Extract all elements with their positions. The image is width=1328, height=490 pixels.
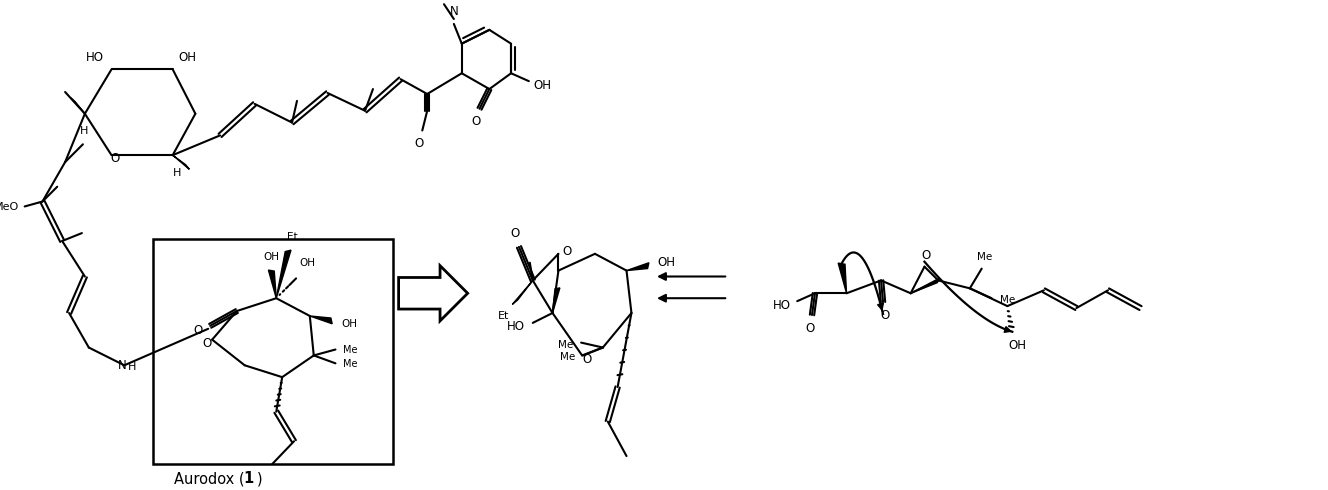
Polygon shape: [268, 270, 276, 298]
Text: Et: Et: [498, 311, 509, 321]
Polygon shape: [70, 98, 85, 114]
Text: HO: HO: [773, 298, 790, 312]
Text: MeO: MeO: [0, 202, 20, 213]
Text: O: O: [583, 353, 592, 366]
Text: O: O: [880, 310, 890, 322]
Polygon shape: [838, 263, 846, 294]
Text: O: O: [471, 115, 481, 128]
Text: HO: HO: [507, 320, 525, 333]
Polygon shape: [398, 266, 467, 321]
Text: O: O: [110, 151, 120, 165]
Text: Me: Me: [1000, 295, 1015, 305]
Text: O: O: [922, 249, 931, 262]
Text: OH: OH: [534, 78, 551, 92]
Text: H: H: [127, 362, 137, 372]
Polygon shape: [173, 155, 190, 170]
Text: O: O: [414, 137, 424, 150]
Text: OH: OH: [657, 256, 675, 269]
Text: O: O: [805, 322, 814, 335]
Polygon shape: [309, 316, 332, 324]
Polygon shape: [552, 288, 560, 313]
Text: Me: Me: [343, 359, 357, 369]
Text: 1: 1: [243, 471, 254, 486]
Polygon shape: [627, 263, 649, 270]
Text: OH: OH: [1008, 339, 1027, 352]
Text: OH: OH: [263, 252, 279, 262]
Text: OH: OH: [178, 51, 197, 64]
Text: N: N: [118, 359, 126, 372]
Text: Me: Me: [977, 252, 992, 262]
Text: O: O: [203, 337, 212, 350]
Text: HO: HO: [86, 51, 104, 64]
Polygon shape: [513, 280, 533, 304]
Text: O: O: [194, 324, 203, 337]
Text: N: N: [449, 4, 458, 18]
Text: H: H: [173, 168, 181, 178]
Text: Me: Me: [559, 352, 575, 363]
Text: Et: Et: [287, 232, 297, 242]
Text: Me: Me: [558, 340, 572, 349]
Text: O: O: [510, 226, 519, 240]
Text: Aurodox (: Aurodox (: [174, 471, 244, 486]
Text: OH: OH: [341, 319, 357, 329]
Text: O: O: [563, 245, 572, 258]
Bar: [153, 239, 393, 464]
Polygon shape: [276, 250, 291, 298]
Text: H: H: [80, 126, 88, 137]
Text: Me: Me: [343, 345, 357, 356]
Text: ): ): [256, 471, 262, 486]
Text: OH: OH: [300, 258, 316, 268]
Polygon shape: [911, 278, 939, 294]
